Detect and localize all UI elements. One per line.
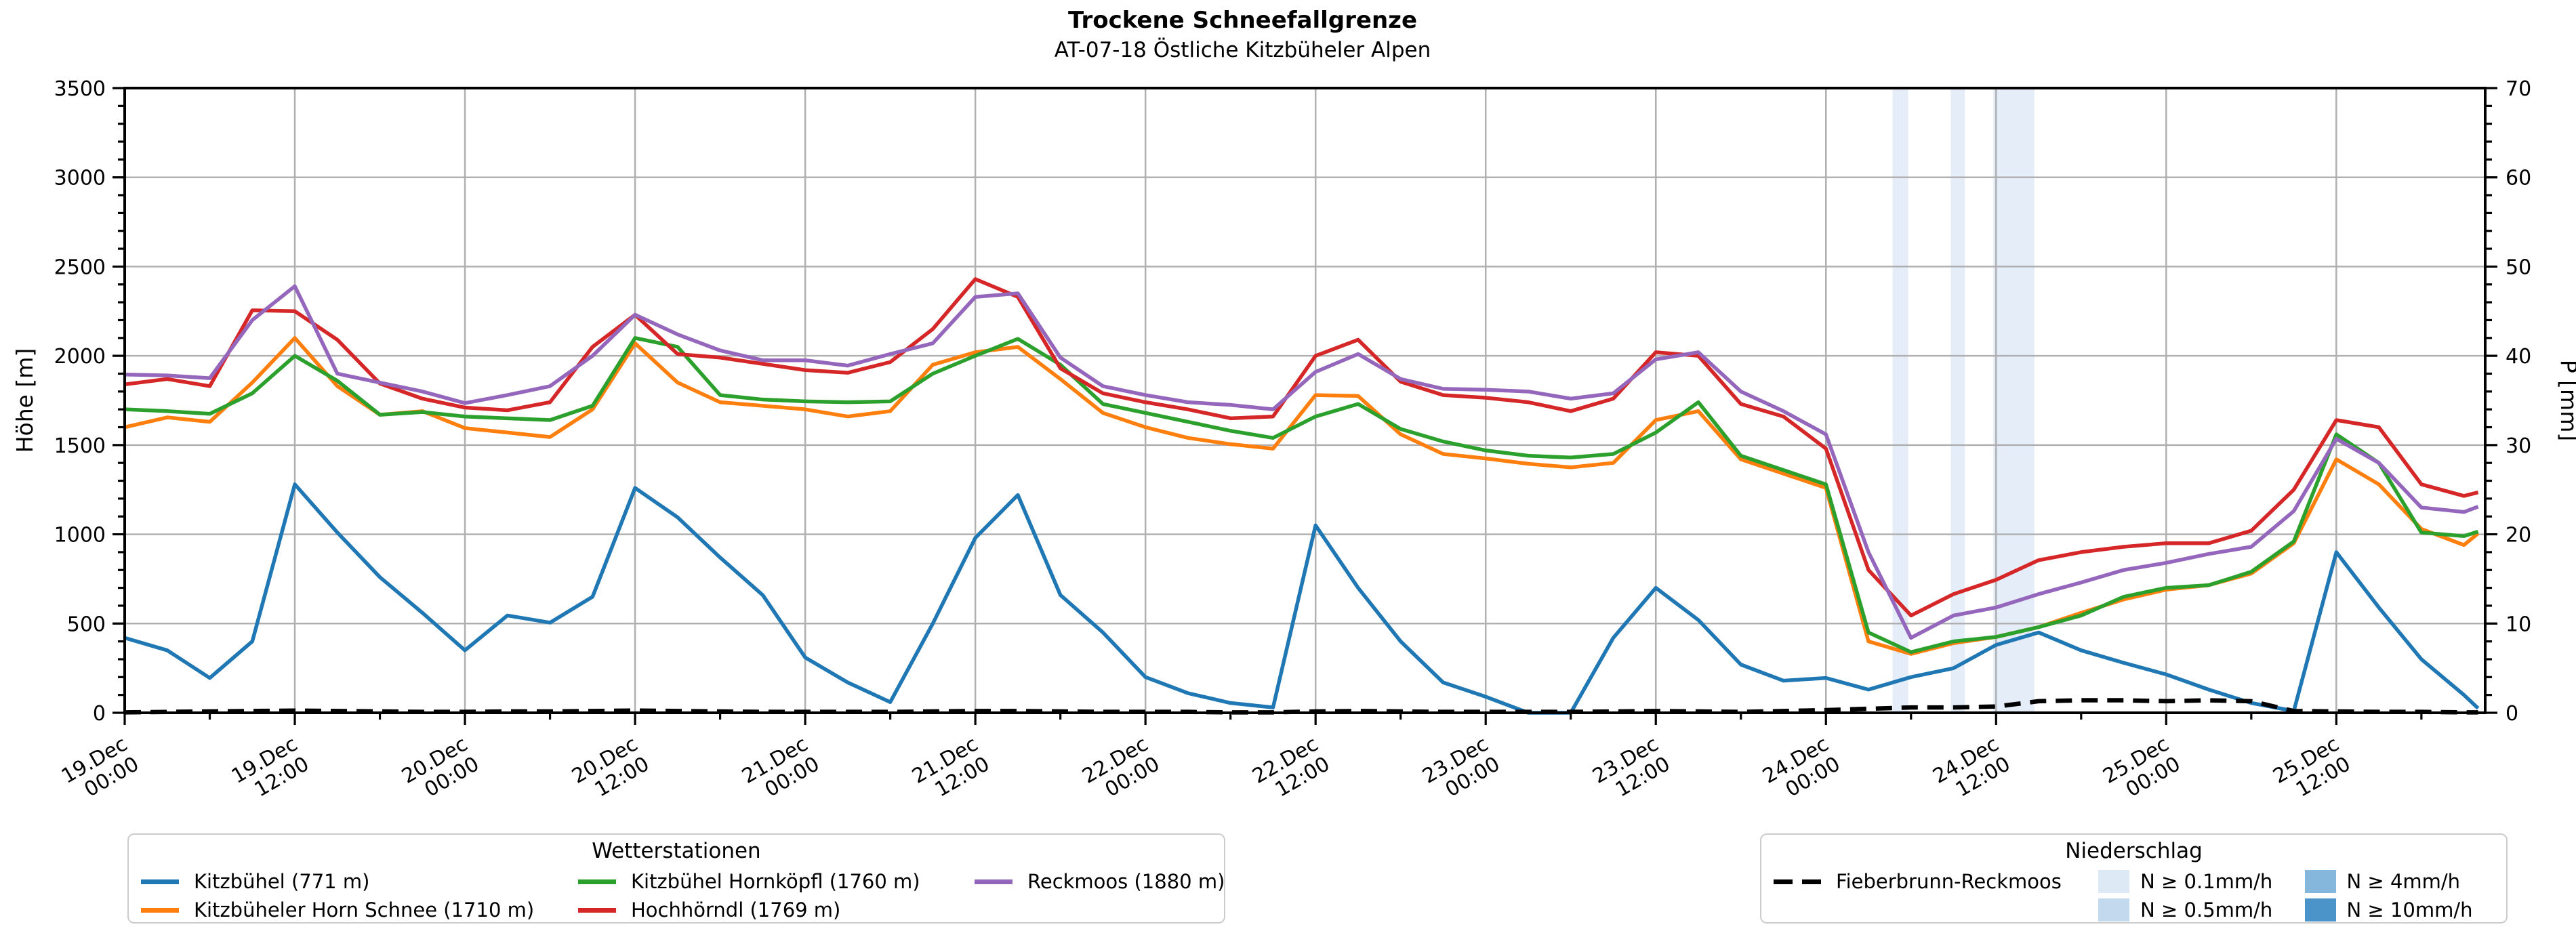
x-tick-label: 19.Dec12:00 (228, 732, 313, 809)
legend-niederschlag-title: Niederschlag (2065, 839, 2203, 863)
x-tick-label: 21.Dec12:00 (908, 732, 994, 809)
legend-wetterstationen-title: Wetterstationen (592, 839, 761, 863)
x-tick-label: 19.Dec00:00 (58, 732, 143, 809)
legend-item-hochhoerndl: Hochhörndl (1769 m) (578, 896, 975, 924)
y-right-tick-label: 30 (2506, 434, 2531, 458)
x-tick-label: 23.Dec12:00 (1589, 732, 1674, 809)
x-tick-label: 23.Dec00:00 (1418, 732, 1504, 809)
legend-wetterstationen: Wetterstationen Kitzbühel (771 m) Kitzbü… (127, 833, 1225, 924)
x-tick-label: 21.Dec00:00 (738, 732, 823, 809)
y-right-tick-label: 10 (2506, 613, 2531, 636)
x-tick-label: 25.Dec12:00 (2269, 732, 2354, 809)
x-tick-label: 24.Dec00:00 (1759, 732, 1844, 809)
axes-frame (123, 87, 2487, 714)
x-tick-labels: 19.Dec00:00 19.Dec12:00 20.Dec00:00 20.Dec1… (58, 732, 2354, 809)
series-line-kitzb-hel-hornk-pfl-1760-m- (124, 336, 2479, 655)
precip-band-1 (1950, 88, 1965, 713)
x-tick-label: 22.Dec12:00 (1248, 732, 1334, 809)
y-right-tick-label: 40 (2506, 345, 2531, 369)
y-left-tick-label: 500 (67, 613, 106, 636)
series-line-fieberbrunn-reckmoos (124, 698, 2478, 715)
tick-mark-group (113, 87, 2497, 725)
legend-niederschlag: Niederschlag Fieberbrunn-Reckmoos N ≥ 0.… (1760, 833, 2508, 924)
line-swatch-blue-icon (141, 879, 179, 884)
y-right-tick-labels: 0 10 20 30 40 50 60 70 (2506, 77, 2531, 726)
y-left-tick-label: 1500 (54, 434, 106, 458)
series-line-reckmoos-1880-m- (124, 284, 2479, 640)
y-left-tick-label: 3000 (54, 167, 106, 190)
legend-item-kitzbuehel-hornkoepfl: Kitzbühel Hornköpfl (1760 m) (578, 867, 975, 896)
line-swatch-purple-icon (975, 879, 1013, 884)
y-left-tick-labels: 0 500 1000 1500 2000 2500 3000 3500 (54, 77, 106, 726)
precip-patch-0.1-icon (2098, 870, 2130, 893)
y-right-tick-label: 70 (2506, 77, 2531, 101)
legend-item-precip-10: N ≥ 10mm/h (2304, 896, 2494, 924)
y-left-tick-label: 2000 (54, 345, 106, 369)
line-swatch-orange-icon (141, 907, 179, 913)
y-left-tick-label: 2500 (54, 255, 106, 279)
y-right-tick-label: 60 (2506, 167, 2531, 190)
line-swatch-red-icon (578, 907, 616, 913)
precip-band-group (1892, 88, 2035, 713)
legend-item-precip-4: N ≥ 4mm/h (2304, 867, 2494, 896)
line-swatch-green-icon (578, 879, 616, 884)
y-left-axis-label: Höhe [m] (12, 348, 38, 453)
legend-wetterstationen-grid: Kitzbühel (771 m) Kitzbüheler Horn Schne… (141, 867, 1225, 924)
legend-item-fieberbrunn-reckmoos: Fieberbrunn-Reckmoos (1774, 867, 2098, 896)
y-left-tick-label: 0 (93, 702, 106, 726)
legend-item-reckmoos: Reckmoos (1880 m) (975, 867, 1225, 896)
y-right-tick-label: 50 (2506, 255, 2531, 279)
x-tick-label: 20.Dec12:00 (568, 732, 653, 809)
precip-band-0 (1892, 88, 1908, 713)
y-right-tick-label: 20 (2506, 524, 2531, 547)
series-line-hochh-rndl-1769-m- (124, 277, 2479, 618)
legend-item-precip-0.1: N ≥ 0.1mm/h (2098, 867, 2304, 896)
x-tick-label: 20.Dec00:00 (398, 732, 483, 809)
x-tick-label: 25.Dec00:00 (2099, 732, 2184, 809)
x-tick-label: 24.Dec12:00 (1929, 732, 2014, 809)
plot-frame (123, 87, 2487, 714)
precip-patch-0.5-icon (2098, 898, 2130, 921)
y-left-tick-label: 3500 (54, 77, 106, 101)
precip-patch-4-icon (2304, 870, 2336, 893)
legend-item-precip-0.5: N ≥ 0.5mm/h (2098, 896, 2304, 924)
legend-niederschlag-grid: Fieberbrunn-Reckmoos N ≥ 0.1mm/h N ≥ 0.5… (1774, 867, 2494, 924)
series-line-group (124, 277, 2480, 715)
chart-subtitle: AT-07-18 Östliche Kitzbüheler Alpen (1054, 38, 1431, 62)
series-line-kitzb-hel-771-m- (124, 482, 2480, 715)
legend-item-kitzbuehel: Kitzbühel (771 m) (141, 867, 578, 896)
precip-patch-10-icon (2304, 898, 2336, 921)
y-right-tick-label: 0 (2506, 702, 2518, 726)
y-right-axis-label: P [mm] (2556, 360, 2576, 441)
legend-item-kitzbueheler-horn-schnee: Kitzbüheler Horn Schnee (1710 m) (141, 896, 578, 924)
y-left-tick-label: 1000 (54, 524, 106, 547)
dashed-line-swatch-icon (1774, 879, 1821, 884)
precip-band-2 (1993, 88, 2035, 713)
x-tick-label: 22.Dec00:00 (1078, 732, 1164, 809)
chart-title: Trockene Schneefallgrenze (1067, 7, 1418, 34)
